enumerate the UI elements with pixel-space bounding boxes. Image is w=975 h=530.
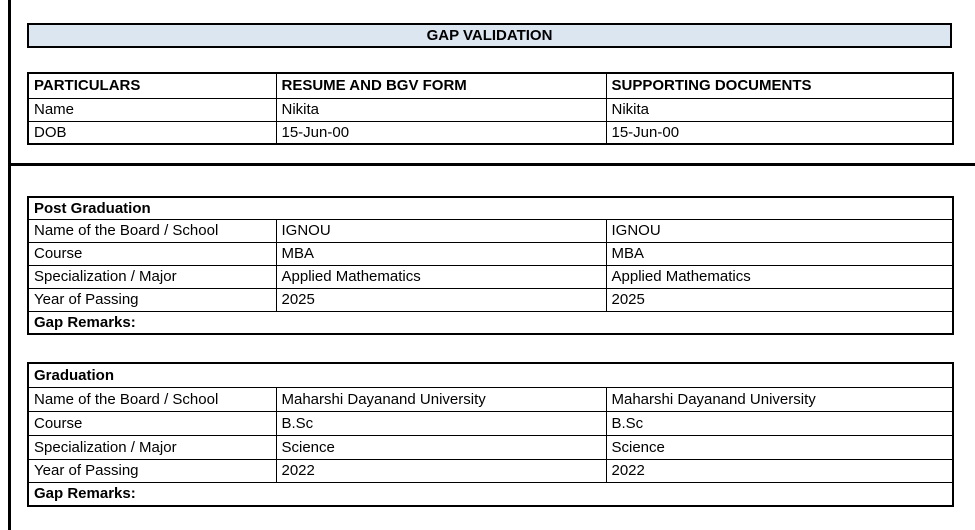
table-row-year-of-passing: Year of Passing 2022 2022	[27, 458, 954, 483]
graduation-section-row: Graduation	[27, 362, 954, 388]
post-graduation-table: Post Graduation Name of the Board / Scho…	[27, 196, 955, 335]
row-label-cell: Course	[27, 241, 277, 266]
resume-value-cell[interactable]: MBA	[275, 241, 607, 266]
supporting-value-cell[interactable]: IGNOU	[605, 218, 954, 243]
gap-remarks-row: Gap Remarks:	[27, 481, 954, 507]
resume-value-cell[interactable]: B.Sc	[275, 410, 607, 436]
resume-value-cell[interactable]: Nikita	[275, 97, 607, 122]
supporting-value-cell[interactable]: 2025	[605, 287, 954, 312]
resume-value-cell[interactable]: Science	[275, 434, 607, 460]
particulars-header-row: PARTICULARS RESUME AND BGV FORM SUPPORTI…	[27, 72, 954, 99]
resume-value-cell[interactable]: 2022	[275, 458, 607, 483]
row-label-cell: Course	[27, 410, 277, 436]
row-label-cell: Year of Passing	[27, 458, 277, 483]
supporting-value-cell[interactable]: 2022	[605, 458, 954, 483]
supporting-value-cell[interactable]: Nikita	[605, 97, 954, 122]
table-row-specialization: Specialization / Major Applied Mathemati…	[27, 264, 954, 289]
gap-remarks-cell[interactable]: Gap Remarks:	[27, 310, 954, 335]
table-row-year-of-passing: Year of Passing 2025 2025	[27, 287, 954, 312]
supporting-value-cell[interactable]: 15-Jun-00	[605, 120, 954, 145]
gap-remarks-row: Gap Remarks:	[27, 310, 954, 335]
table-row-board-school: Name of the Board / School Maharshi Daya…	[27, 386, 954, 412]
section-title-cell: Graduation	[27, 362, 954, 388]
table-row-specialization: Specialization / Major Science Science	[27, 434, 954, 460]
row-label-cell: DOB	[27, 120, 277, 145]
supporting-value-cell[interactable]: B.Sc	[605, 410, 954, 436]
supporting-value-cell[interactable]: MBA	[605, 241, 954, 266]
table-row-course: Course B.Sc B.Sc	[27, 410, 954, 436]
row-label-cell: Year of Passing	[27, 287, 277, 312]
graduation-table: Graduation Name of the Board / School Ma…	[27, 362, 954, 507]
header-cell-particulars: PARTICULARS	[27, 72, 277, 99]
row-label-cell: Name	[27, 97, 277, 122]
page-border-left	[8, 0, 11, 530]
resume-value-cell[interactable]: Maharshi Dayanand University	[275, 386, 607, 412]
form-title: GAP VALIDATION	[426, 27, 553, 44]
particulars-table: PARTICULARS RESUME AND BGV FORM SUPPORTI…	[27, 72, 954, 145]
gap-remarks-cell[interactable]: Gap Remarks:	[27, 481, 954, 507]
form-title-bar: GAP VALIDATION	[27, 23, 952, 48]
row-label-cell: Specialization / Major	[27, 264, 277, 289]
page-break-line	[8, 163, 975, 166]
gap-remarks-label: Gap Remarks:	[34, 313, 136, 331]
table-row-board-school: Name of the Board / School IGNOU IGNOU	[27, 218, 954, 243]
row-label-cell: Specialization / Major	[27, 434, 277, 460]
table-row-name: Name Nikita Nikita	[27, 97, 954, 122]
resume-value-cell[interactable]: 2025	[275, 287, 607, 312]
supporting-value-cell[interactable]: Maharshi Dayanand University	[605, 386, 954, 412]
supporting-value-cell[interactable]: Science	[605, 434, 954, 460]
gap-remarks-label: Gap Remarks:	[34, 485, 136, 503]
resume-value-cell[interactable]: IGNOU	[275, 218, 607, 243]
table-row-dob: DOB 15-Jun-00 15-Jun-00	[27, 120, 954, 145]
section-title-cell: Post Graduation	[27, 196, 954, 220]
resume-value-cell[interactable]: 15-Jun-00	[275, 120, 607, 145]
row-label-cell: Name of the Board / School	[27, 218, 277, 243]
supporting-value-cell[interactable]: Applied Mathematics	[605, 264, 954, 289]
header-cell-supporting-docs: SUPPORTING DOCUMENTS	[605, 72, 954, 99]
resume-value-cell[interactable]: Applied Mathematics	[275, 264, 607, 289]
post-graduation-section-row: Post Graduation	[27, 196, 954, 220]
table-row-course: Course MBA MBA	[27, 241, 954, 266]
row-label-cell: Name of the Board / School	[27, 386, 277, 412]
header-cell-resume-bgv: RESUME AND BGV FORM	[275, 72, 607, 99]
